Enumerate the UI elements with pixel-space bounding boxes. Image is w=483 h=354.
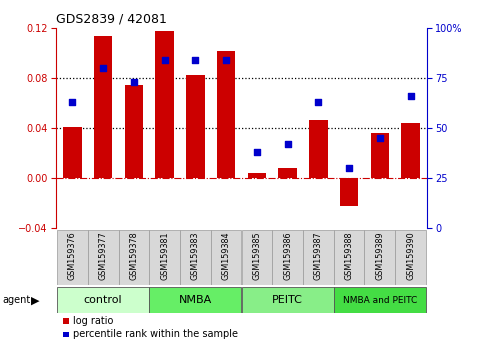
Text: GSM159387: GSM159387 [314, 232, 323, 280]
Bar [242, 230, 272, 285]
Text: GSM159389: GSM159389 [375, 232, 384, 280]
Text: ▶: ▶ [31, 295, 40, 305]
Point [99, 65, 107, 71]
Text: GSM159383: GSM159383 [191, 232, 200, 280]
Bar [303, 230, 334, 285]
Point [284, 142, 291, 147]
Bar [309, 120, 327, 178]
Bar [63, 127, 82, 178]
Text: NMBA: NMBA [179, 295, 212, 305]
Bar [118, 230, 149, 285]
Bar [57, 230, 88, 285]
Point [345, 166, 353, 171]
Text: GSM159388: GSM159388 [344, 232, 354, 280]
Bar [149, 287, 242, 313]
Bar [94, 36, 113, 178]
Bar [242, 287, 334, 313]
Bar [365, 230, 395, 285]
Bar [395, 230, 426, 285]
Bar [340, 178, 358, 206]
Bar [156, 31, 174, 178]
Text: log ratio: log ratio [73, 316, 114, 326]
Text: GSM159381: GSM159381 [160, 232, 169, 280]
Text: GSM159385: GSM159385 [253, 232, 261, 280]
Bar [334, 287, 426, 313]
Bar [370, 133, 389, 178]
Text: GSM159386: GSM159386 [283, 232, 292, 280]
Point [314, 99, 322, 105]
Text: GSM159384: GSM159384 [222, 232, 230, 280]
Bar [272, 230, 303, 285]
Point [192, 57, 199, 63]
Point [222, 57, 230, 63]
Text: PEITC: PEITC [272, 295, 303, 305]
Bar [248, 173, 266, 178]
Text: percentile rank within the sample: percentile rank within the sample [73, 330, 239, 339]
Text: GSM159378: GSM159378 [129, 232, 139, 280]
Text: GSM159377: GSM159377 [99, 232, 108, 280]
Bar [186, 75, 205, 178]
Point [69, 99, 76, 105]
Text: control: control [84, 295, 123, 305]
Text: GSM159376: GSM159376 [68, 232, 77, 280]
Point [161, 57, 169, 63]
Bar [125, 85, 143, 178]
Bar [278, 169, 297, 178]
Bar [217, 51, 235, 178]
Point [253, 149, 261, 155]
Bar [180, 230, 211, 285]
Text: NMBA and PEITC: NMBA and PEITC [343, 296, 417, 304]
Bar [149, 230, 180, 285]
Bar [401, 123, 420, 178]
Text: GSM159390: GSM159390 [406, 232, 415, 280]
Point [376, 136, 384, 141]
Bar [334, 230, 365, 285]
Text: GDS2839 / 42081: GDS2839 / 42081 [56, 13, 167, 26]
Bar [211, 230, 242, 285]
Text: agent: agent [2, 295, 30, 305]
Bar [57, 287, 149, 313]
Bar [88, 230, 118, 285]
Point [407, 93, 414, 99]
Point [130, 80, 138, 85]
